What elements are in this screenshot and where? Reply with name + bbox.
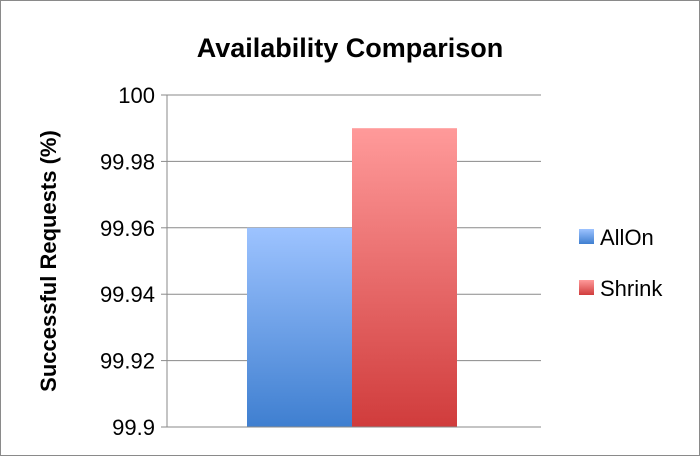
y-tick-label: 99.98: [100, 149, 155, 174]
bars: [247, 128, 457, 427]
legend-label-shrink: Shrink: [600, 276, 663, 301]
bar-shrink: [352, 128, 457, 427]
legend: AllOn Shrink: [579, 225, 663, 301]
y-tick-label: 100: [118, 83, 155, 108]
legend-swatch-shrink: [579, 280, 594, 295]
y-axis-ticks: 99.9 99.92 99.94 99.96 99.98 100: [100, 83, 167, 440]
chart-title: Availability Comparison: [197, 33, 504, 63]
y-tick-label: 99.96: [100, 216, 155, 241]
legend-label-allon: AllOn: [600, 225, 654, 250]
y-tick-label: 99.9: [112, 415, 155, 440]
legend-swatch-allon: [579, 229, 594, 244]
bar-allon: [247, 227, 352, 427]
y-tick-label: 99.94: [100, 282, 155, 307]
y-axis-title: Successful Requests (%): [36, 130, 61, 392]
y-tick-label: 99.92: [100, 349, 155, 374]
